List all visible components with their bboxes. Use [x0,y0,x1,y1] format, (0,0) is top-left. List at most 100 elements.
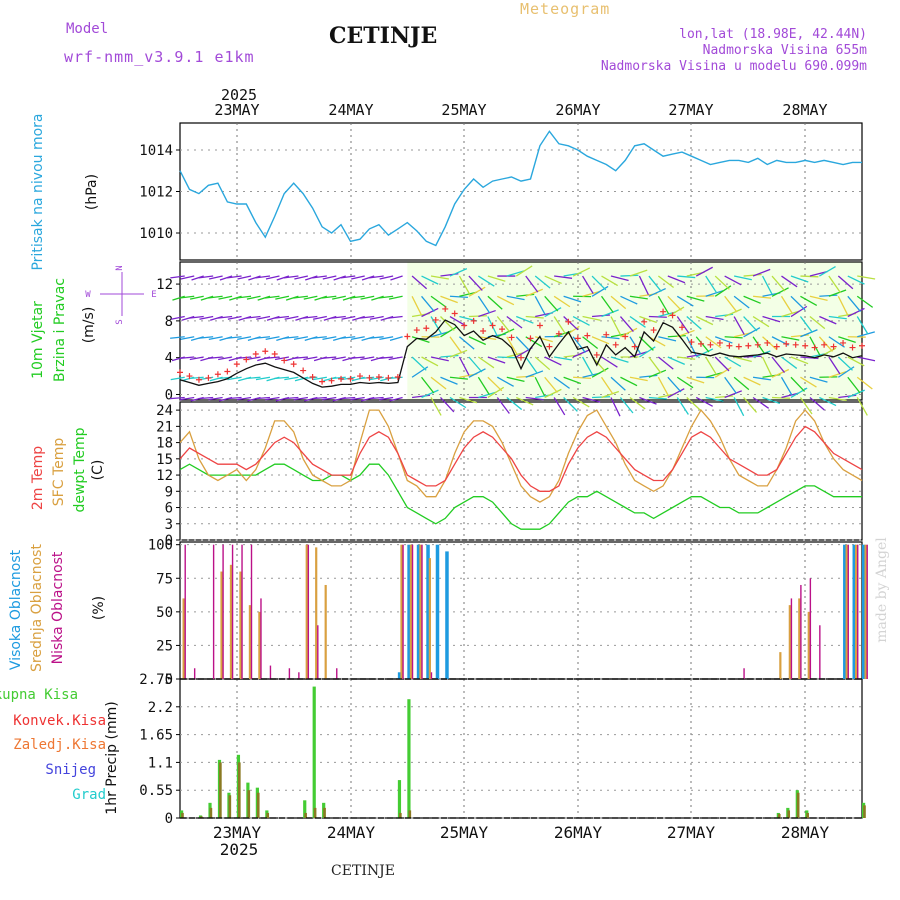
wind-arrow [610,397,621,417]
model-altitude-label: Nadmorska Visina u modelu 690.099m [601,59,867,74]
wind-arrow [837,295,849,316]
cloud-bar [855,544,858,679]
cloud-bar [426,544,430,679]
wind-arrow [227,275,242,279]
gust-marker [375,374,382,380]
gust-marker [328,377,335,384]
wind-arrow [497,295,515,306]
wind-arrow [657,295,670,315]
wind-arrow [639,346,656,358]
wind-arrow [378,396,394,401]
wind-arrow [378,356,394,360]
wind-arrow [332,295,346,300]
wind-arrow [629,269,648,277]
wind-arrow [236,356,252,360]
y-tick-label: 0 [165,811,173,827]
cloud-bar [222,544,224,679]
bottom-day-label: 24MAY [327,823,376,842]
gust-marker [186,373,193,380]
wind-arrow [421,389,439,399]
cloud-bar [324,584,327,679]
gust-marker [489,322,496,329]
wind-arrow [525,315,544,319]
gust-marker [707,341,714,348]
cloud-bar [409,544,413,679]
wind-arrow [762,396,781,405]
wind-arrow [620,327,638,338]
wind-arrow [714,356,730,372]
wind-arrow [629,315,646,328]
cloud-bar [317,625,319,679]
wind-arrow [312,275,327,279]
wind-arrow [800,356,819,360]
wind-arrow [771,368,790,378]
y-tick-label: 0 [165,387,173,403]
wind-arrow [828,315,847,320]
wind-arrow [487,386,505,399]
wind-arrow [714,366,732,378]
y-tick-label: 21 [156,419,173,435]
wind-arrow [752,396,770,409]
wind-arrow [780,376,793,396]
wind-arrow [478,356,495,369]
cloud-bar [298,672,300,679]
cloud-bar [843,544,847,679]
gust-marker [413,327,420,334]
wind-arrow [265,336,280,341]
wind-arrow [572,349,591,358]
wind-arrow [449,336,463,354]
top-year-label: 2025 [221,86,257,104]
wind-arrow [847,389,865,399]
cloud-bar [407,544,411,679]
wind-arrow [331,315,346,319]
gust-marker [726,342,733,349]
wind-arrow [800,329,818,338]
wind-arrow [379,336,394,341]
precip-conv-bar [313,807,317,818]
wind-arrow [293,356,308,360]
wind-arrow [715,395,734,399]
wind-arrow [411,295,422,316]
wind-arrow [857,275,876,280]
wind-arrow [686,397,702,412]
wind-arrow [648,275,662,292]
wind-arrow [857,356,876,362]
wind-arrow [856,397,868,416]
wind-arrow [506,336,518,355]
cloud-bar [852,544,857,679]
gust-marker [233,361,240,368]
wind-arrow [677,329,695,338]
wind-arrow [856,295,874,308]
wind-arrow [828,396,847,402]
y-tick-label: 0 [165,672,173,688]
sfc-temp-axis-label: SFC Temp [51,438,67,507]
mid-cloud-axis-label: Srednja Oblacnost [29,544,45,672]
wind-arrow [743,316,758,332]
legend-total-rain: Ukupna Kisa [0,687,78,703]
wind-arrow [449,295,468,299]
wind-arrow [359,315,375,319]
cloud-bar [231,544,234,679]
gust-marker [849,344,856,351]
precip-conv-bar [256,792,260,818]
wind-arrow [525,356,538,374]
wind-arrow [610,275,629,282]
wind-arrow [667,376,682,393]
wind-arrow [189,295,204,300]
wind-arrow [459,336,475,350]
wind-arrow [856,376,873,390]
wind-arrow [218,295,233,300]
gust-marker [309,374,316,380]
gust-marker [319,378,326,385]
gust-marker [347,375,354,382]
wind-arrow [368,336,384,339]
wind-arrow [361,275,375,281]
wind-arrow [198,275,214,279]
wind-arrow [506,270,525,277]
cloud-bar [857,544,859,679]
cloud-bar [807,611,810,679]
wind-arrow [714,336,733,344]
precip-total-bar [312,686,316,818]
y-tick-label: 0.55 [139,783,173,799]
